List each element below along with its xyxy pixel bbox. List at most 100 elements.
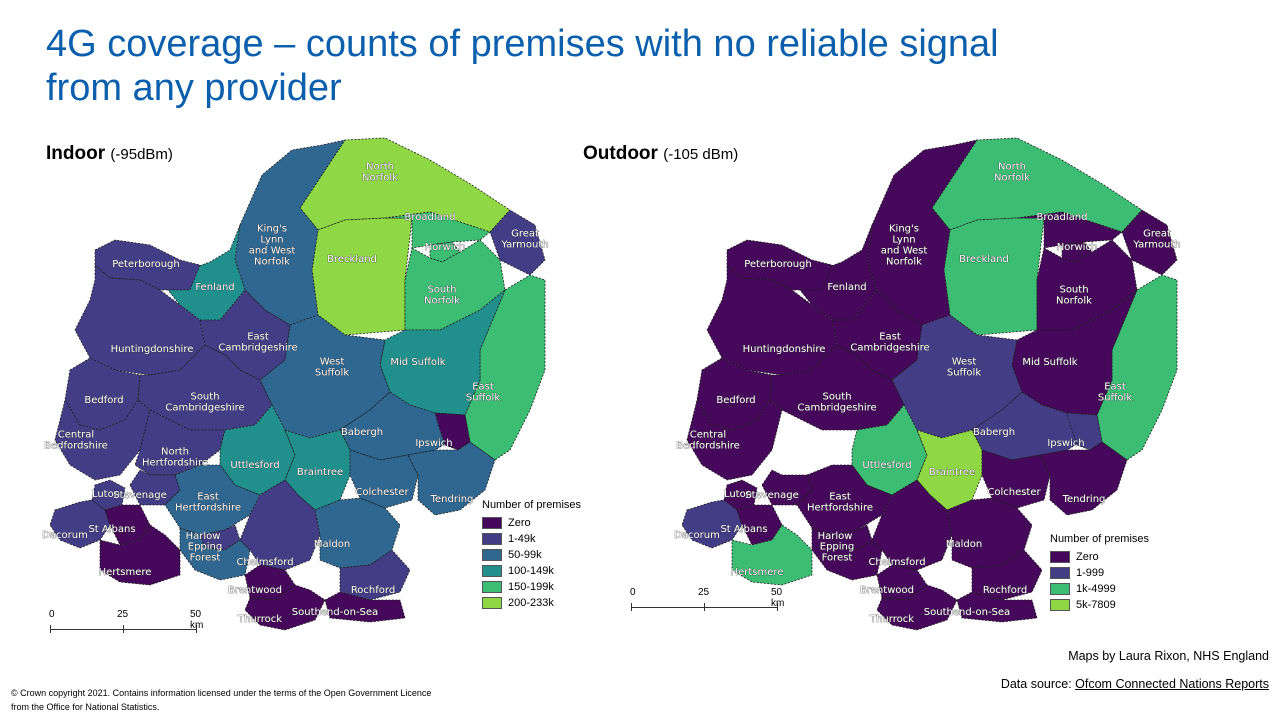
outdoor-scale-label-25: 25 — [698, 587, 710, 598]
indoor-scale-label-0: 0 — [49, 609, 55, 620]
indoor-legend-title: Number of premises — [482, 499, 582, 511]
outdoor-region-kings-lynn-and-west-norfolk — [866, 139, 978, 326]
indoor-map: North Norfolk Breckland Broadland Norwich Gre… — [42, 137, 549, 631]
outdoor-region-southend-on-sea — [956, 591, 1038, 623]
indoor-label-fenland: Fenland — [195, 282, 234, 293]
outdoor-region-uttlesford — [851, 404, 928, 496]
outdoor-region-chelmsford — [871, 479, 953, 571]
indoor-region-chelmsford — [239, 479, 321, 571]
outdoor-region-colchester — [981, 449, 1051, 509]
indoor-label-uttlesford: Uttlesford — [230, 460, 279, 471]
indoor-legend-label: 100-149k — [508, 565, 554, 577]
outdoor-label-thurrock: Thurrock — [869, 614, 914, 625]
indoor-label-harlow: Harlow — [186, 531, 221, 542]
indoor-label-thurrock: Thurrock — [237, 614, 282, 625]
outdoor-legend-label: 5k-7809 — [1076, 599, 1116, 611]
indoor-region-east-suffolk — [464, 274, 546, 461]
indoor-label-north-norfolk: North Norfolk — [362, 162, 398, 184]
outdoor-label-maldon: Maldon — [946, 539, 982, 550]
outdoor-label-luton: Luton — [724, 489, 752, 500]
outdoor-scalebar: 0 25 50 km — [630, 587, 785, 617]
outdoor-region-west-suffolk — [891, 314, 1023, 439]
outdoor-label-huntingdonshire: Huntingdonshire — [743, 344, 826, 355]
outdoor-label-bedford: Bedford — [716, 395, 755, 406]
indoor-label-central-bedfordshire: Central Bedfordshire — [44, 430, 108, 452]
outdoor-label-east-suffolk: East Suffolk — [1098, 382, 1132, 404]
outdoor-label-norwich: Norwich — [1057, 242, 1098, 253]
indoor-legend-swatch — [482, 533, 502, 545]
indoor-label-east-cambridgeshire: East Cambridgeshire — [218, 332, 297, 354]
indoor-region-breckland — [311, 217, 413, 336]
indoor-label-babergh: Babergh — [341, 427, 383, 438]
indoor-region-west-suffolk — [259, 314, 391, 439]
outdoor-region-epping-forest — [811, 527, 883, 581]
indoor-scale-label-50: 50 km — [190, 609, 204, 631]
indoor-region-colchester — [349, 449, 419, 509]
indoor-region-brentwood — [244, 564, 296, 601]
outdoor-legend-item: Zero — [1050, 549, 1149, 565]
outdoor-region-norwich — [1061, 241, 1093, 263]
outdoor-label-epping-forest: Epping Forest — [820, 542, 854, 564]
map-author: Maps by Laura Rixon, NHS England — [1068, 649, 1269, 663]
outdoor-legend-item: 1k-4999 — [1050, 581, 1149, 597]
indoor-legend-swatch — [482, 565, 502, 577]
outdoor-label-rochford: Rochford — [983, 585, 1027, 596]
outdoor-region-babergh — [971, 391, 1098, 461]
outdoor-region-brentwood — [876, 564, 928, 601]
indoor-label-east-hertfordshire: East Hertfordshire — [175, 492, 241, 514]
indoor-label-dacorum: Dacorum — [42, 530, 88, 541]
outdoor-label-dacorum: Dacorum — [674, 530, 720, 541]
outdoor-legend-item: 5k-7809 — [1050, 597, 1149, 613]
outdoor-region-dacorum — [681, 499, 743, 549]
outdoor-scale-label-50: 50 km — [771, 587, 785, 609]
indoor-label-brentwood: Brentwood — [228, 585, 282, 596]
outdoor-label-brentwood: Brentwood — [860, 585, 914, 596]
indoor-legend-swatch — [482, 517, 502, 529]
ofcom-report-link[interactable]: Ofcom Connected Nations Reports — [1075, 677, 1269, 691]
outdoor-label-stevenage: Stevenage — [745, 490, 798, 501]
indoor-label-ipswich: Ipswich — [415, 438, 452, 449]
outdoor-label-peterborough: Peterborough — [744, 259, 812, 270]
indoor-label-peterborough: Peterborough — [112, 259, 180, 270]
indoor-region-braintree — [284, 429, 351, 511]
indoor-label-south-norfolk: South Norfolk — [424, 285, 460, 307]
indoor-region-thurrock — [244, 584, 326, 631]
indoor-region-kings-lynn-and-west-norfolk — [234, 139, 346, 326]
outdoor-region-east-hertfordshire — [796, 464, 893, 536]
indoor-region-tendring — [407, 441, 496, 516]
outdoor-label-st-albans: St Albans — [720, 524, 767, 535]
indoor-label-west-suffolk: West Suffolk — [315, 357, 349, 379]
indoor-label-norwich: Norwich — [425, 242, 466, 253]
outdoor-legend-label: Zero — [1076, 551, 1099, 563]
copyright-notice: © Crown copyright 2021. Contains informa… — [11, 688, 432, 712]
indoor-legend-swatch — [482, 597, 502, 609]
indoor-label-rochford: Rochford — [351, 585, 395, 596]
indoor-label-luton: Luton — [92, 489, 120, 500]
outdoor-label-braintree: Braintree — [929, 467, 975, 478]
indoor-region-harlow — [199, 524, 241, 551]
outdoor-label-breckland: Breckland — [959, 254, 1009, 265]
outdoor-map-heading: Outdoor (-105 dBm) — [583, 143, 738, 165]
outdoor-label-southend-on-sea: Southend-on-Sea — [924, 607, 1010, 618]
outdoor-legend-swatch — [1050, 567, 1070, 579]
outdoor-label-chelmsford: Chelmsford — [868, 557, 925, 568]
indoor-region-north-hertfordshire — [134, 409, 226, 476]
data-source-prefix: Data source: — [1000, 677, 1076, 691]
outdoor-label-central-bedfordshire: Central Bedfordshire — [676, 430, 740, 452]
outdoor-label-tendring: Tendring — [1062, 494, 1106, 505]
indoor-label-braintree: Braintree — [297, 467, 343, 478]
indoor-label-breckland: Breckland — [327, 254, 377, 265]
outdoor-label-colchester: Colchester — [987, 487, 1041, 498]
outdoor-label-east-hertfordshire: East Hertfordshire — [807, 492, 873, 514]
indoor-heading: Indoor — [46, 143, 106, 164]
outdoor-label-fenland: Fenland — [827, 282, 866, 293]
indoor-label-broadland: Broadland — [405, 212, 456, 223]
credits: Maps by Laura Rixon, NHS England Data so… — [1001, 642, 1269, 698]
indoor-label-maldon: Maldon — [314, 539, 350, 550]
outdoor-label-ipswich: Ipswich — [1047, 438, 1084, 449]
outdoor-region-stevenage — [761, 469, 813, 506]
indoor-legend-item: 50-99k — [482, 547, 581, 563]
outdoor-label-hertsmere: Hertsmere — [731, 567, 784, 578]
outdoor-region-peterborough — [726, 239, 833, 291]
outdoor-legend-label: 1k-4999 — [1076, 583, 1116, 595]
